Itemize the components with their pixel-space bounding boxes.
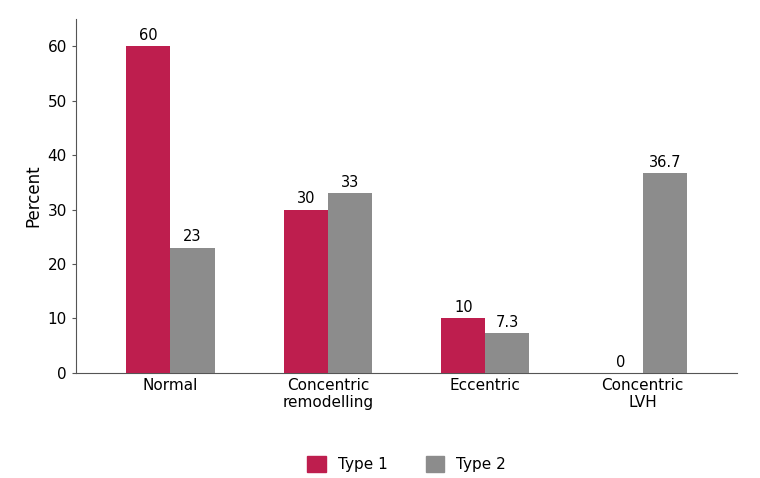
Text: 60: 60 <box>139 28 158 43</box>
Text: 30: 30 <box>296 191 315 206</box>
Bar <box>170 248 214 373</box>
Bar <box>486 333 530 373</box>
Text: 23: 23 <box>183 229 201 244</box>
Y-axis label: Percent: Percent <box>24 164 42 228</box>
Bar <box>442 318 486 373</box>
Text: 36.7: 36.7 <box>648 155 681 170</box>
Legend: Type 1, Type 2: Type 1, Type 2 <box>301 450 512 478</box>
Text: 7.3: 7.3 <box>496 315 519 330</box>
Bar <box>283 209 328 373</box>
Bar <box>328 193 372 373</box>
Text: 0: 0 <box>616 355 625 369</box>
Text: 33: 33 <box>340 175 359 190</box>
Bar <box>643 173 687 373</box>
Text: 10: 10 <box>454 300 473 315</box>
Bar <box>126 46 170 373</box>
